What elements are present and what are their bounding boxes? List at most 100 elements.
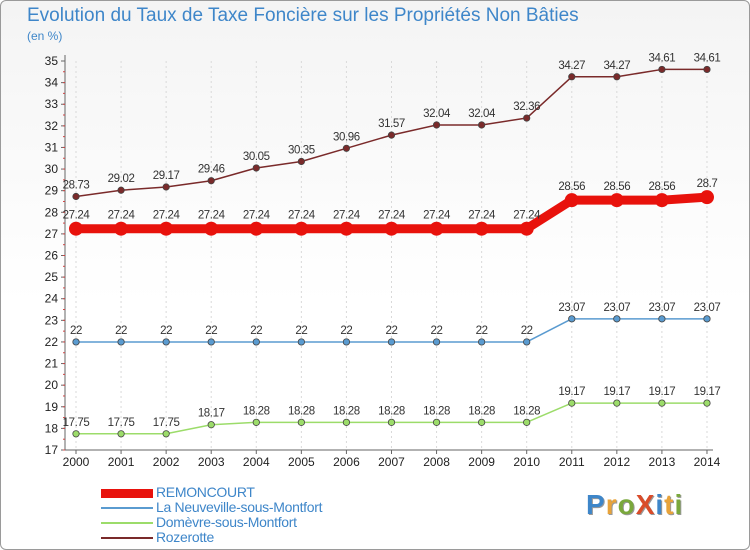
data-label: 27.24 [288,210,316,222]
data-label: 18.28 [513,405,540,417]
data-label: 34.27 [558,60,585,72]
data-label: 17.75 [153,417,180,429]
data-label: 28.7 [697,178,718,190]
data-label: 19.17 [603,386,630,398]
data-label: 19.17 [649,386,676,398]
data-point [387,418,396,426]
data-label: 32.04 [468,108,496,120]
data-point [207,177,215,185]
logo-letter: P [586,489,606,520]
y-tick-label: 25 [45,270,59,284]
y-tick-label: 22 [45,335,59,349]
data-label: 27.24 [108,210,136,222]
data-label: 18.28 [243,405,270,417]
y-tick-label: 26 [45,249,59,263]
data-label: 29.02 [108,173,135,185]
data-point [523,418,531,426]
data-point [342,338,351,346]
data-label: 27.24 [378,210,406,222]
data-point [703,315,711,323]
data-label: 22 [431,325,443,337]
data-label: 18.28 [468,405,495,417]
data-label: 30.35 [288,144,315,156]
data-point [658,399,666,407]
y-tick-label: 28 [45,205,59,219]
data-point [249,221,264,236]
data-label: 18.28 [288,405,315,417]
data-label: 23.07 [649,302,676,314]
data-point [519,221,534,236]
data-label: 27.24 [198,210,226,222]
data-label: 27.24 [513,210,541,222]
data-label: 27.24 [63,210,91,222]
data-point [568,315,576,323]
data-label: 22 [340,325,352,337]
x-tick-label: 2007 [378,455,405,469]
y-tick-label: 19 [45,400,59,414]
data-point [117,186,125,194]
data-label: 22 [115,325,127,337]
data-point [342,144,351,152]
x-tick-label: 2004 [243,455,270,469]
legend-swatch [101,522,153,524]
legend-swatch [101,488,153,498]
data-label: 28.56 [558,181,585,193]
data-label: 34.27 [603,60,630,72]
data-point [204,221,219,236]
data-point [609,193,624,208]
data-point [432,418,441,426]
y-tick-label: 31 [45,140,59,154]
x-tick-label: 2013 [649,455,676,469]
data-point [429,221,444,236]
data-label: 27.24 [423,210,451,222]
data-point [117,338,125,346]
legend-label: La Neuveville-sous-Montfort [156,499,323,515]
data-point [703,65,711,74]
data-point [159,221,174,236]
x-tick-label: 2011 [559,455,585,469]
data-label: 22 [70,325,82,337]
data-point [342,418,351,426]
unit-label: (en %) [27,29,63,43]
y-tick-label: 24 [45,292,59,306]
data-label: 22 [160,325,172,337]
data-point [613,73,621,81]
data-label: 29.46 [198,164,225,176]
data-point [162,430,170,438]
x-tick-label: 2006 [333,455,360,469]
y-tick-label: 21 [45,357,59,371]
data-point [72,338,80,346]
data-label: 17.75 [63,417,90,429]
legend-label: REMONCOURT [156,484,255,500]
data-label: 32.36 [513,101,540,113]
data-label: 18.28 [333,405,360,417]
x-tick-label: 2002 [153,455,180,469]
data-label: 22 [295,325,307,337]
data-point [114,221,129,236]
data-point [252,338,260,346]
logo-letter: t [664,489,675,520]
data-point [432,338,441,346]
y-tick-label: 18 [45,421,59,435]
data-label: 18.28 [378,405,405,417]
data-point [252,164,260,172]
y-tick-label: 20 [45,378,59,392]
data-point [72,430,80,438]
data-point [207,338,215,346]
data-point [117,430,125,438]
data-point [339,221,354,236]
data-label: 19.17 [558,386,585,398]
data-point [564,193,579,208]
legend-swatch [101,507,153,509]
data-point [162,183,170,191]
data-label: 28.73 [63,180,90,192]
data-label: 30.05 [243,151,270,163]
data-point [297,157,305,166]
logo-letter: r [605,489,618,520]
x-tick-label: 2003 [198,455,225,469]
data-point [568,73,576,81]
data-point [654,193,669,208]
data-point [69,221,83,236]
